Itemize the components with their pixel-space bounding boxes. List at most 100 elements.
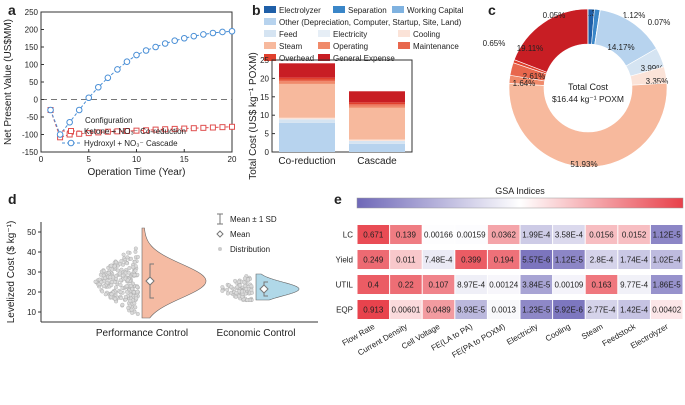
colorbar — [356, 197, 684, 209]
distribution-point — [133, 268, 138, 273]
distribution-point — [129, 307, 134, 312]
legend-label: Overhead — [279, 54, 314, 63]
distribution-point — [229, 284, 234, 289]
distribution-point — [127, 266, 132, 270]
data-point-circle — [56, 131, 64, 138]
cell-value: 1.23E-5 — [522, 306, 551, 315]
x-axis-label: Operation Time (Year) — [87, 167, 185, 178]
data-point-circle — [190, 32, 198, 40]
data-point-square — [229, 123, 235, 130]
distribution-point — [99, 280, 104, 284]
data-point-circle — [123, 58, 131, 66]
heatmap-cell — [390, 275, 422, 294]
bar-segment — [279, 122, 335, 152]
distribution-point — [125, 255, 130, 260]
heatmap-cell — [553, 225, 585, 244]
distribution-point — [242, 280, 247, 285]
y-tick-label: 50 — [29, 78, 38, 87]
y-tick-label: 150 — [25, 43, 39, 52]
data-point-square — [152, 126, 159, 133]
distribution-point — [101, 284, 106, 289]
distribution-point — [103, 275, 108, 280]
distribution-point — [135, 255, 140, 259]
heatmap-cell — [357, 275, 390, 294]
x-tick-label: 0 — [39, 155, 44, 164]
bar-segment — [349, 107, 405, 140]
distribution-point — [126, 250, 131, 255]
cell-value: 0.0152 — [622, 231, 647, 240]
cell-value: 0.194 — [494, 256, 515, 265]
cell-value: 0.399 — [461, 256, 482, 265]
legend-label: Other (Depreciation, Computer, Startup, … — [279, 18, 462, 27]
column-label: Cooling — [544, 322, 572, 343]
distribution-point — [242, 276, 247, 281]
data-point-circle — [114, 66, 121, 73]
heatmap-cell — [422, 225, 455, 244]
y-tick-label: 5 — [265, 130, 270, 139]
heatmap-cell — [650, 275, 683, 294]
donut-center-title: Total Cost — [568, 82, 609, 92]
cell-value: 0.0156 — [589, 231, 614, 240]
legend-swatch — [318, 30, 330, 37]
y-axis-label: Levelized Cost ($ kg⁻¹) — [6, 221, 17, 324]
data-point-square — [95, 129, 102, 136]
x-tick-label: 20 — [228, 155, 237, 164]
data-point-circle — [85, 94, 93, 102]
heatmap-cell — [422, 250, 455, 269]
bar-segment — [279, 117, 335, 120]
heatmap-cell — [618, 300, 650, 319]
distribution-point — [246, 277, 251, 282]
data-point-circle — [75, 106, 83, 114]
cell-value: 8.97E-4 — [457, 281, 486, 290]
heatmap-cell — [553, 300, 585, 319]
heatmap-cell — [585, 275, 618, 294]
legend-label: Maintenance — [413, 42, 459, 51]
cell-value: 0.00124 — [489, 281, 518, 290]
heatmap-cell — [390, 300, 422, 319]
heatmap-cell — [455, 250, 487, 269]
distribution-point — [101, 268, 106, 273]
distribution-point — [113, 296, 118, 301]
data-point-square — [114, 128, 121, 135]
y-tick-label: 0 — [265, 148, 270, 157]
distribution-point — [100, 289, 105, 294]
distribution-point — [233, 278, 238, 283]
distribution-point — [113, 285, 118, 290]
distribution-point — [133, 305, 138, 310]
distribution-point — [235, 285, 240, 290]
x-tick-label: 15 — [180, 155, 189, 164]
distribution-point — [225, 291, 230, 296]
cell-value: 0.671 — [363, 231, 384, 240]
row-label: Yield — [336, 256, 354, 265]
distribution-point — [237, 279, 241, 284]
distribution-point — [132, 273, 137, 277]
y-tick-label: 100 — [25, 61, 39, 70]
data-point-square — [219, 124, 226, 131]
distribution-point — [249, 288, 254, 292]
data-point-circle — [228, 27, 236, 35]
distribution-point — [126, 270, 131, 275]
distribution-point — [120, 302, 125, 307]
legend-title: Configuration — [85, 116, 133, 125]
cell-value: 0.00402 — [652, 306, 681, 315]
legend-swatch — [318, 54, 330, 61]
y-tick-label: 250 — [25, 8, 39, 17]
colorbar-title: GSA Indices — [495, 186, 545, 196]
distribution-point — [119, 296, 124, 300]
slice-label: 0.65% — [483, 39, 506, 48]
legend-mean-symbol — [216, 230, 224, 238]
category-label: Co-reduction — [278, 156, 335, 167]
heatmap-cell — [520, 225, 553, 244]
slice-label: 0.05% — [543, 11, 566, 20]
heatmap-cell — [487, 300, 520, 319]
distribution-point — [108, 275, 113, 280]
slice-label: 3.99% — [641, 64, 664, 73]
legend-label: Feed — [279, 30, 297, 39]
column-label: Electrolyzer — [629, 322, 670, 351]
y-axis-label: Total Cost (US$ kg⁻¹ POXM) — [248, 52, 259, 180]
data-point-circle — [200, 31, 207, 38]
bar-segment — [279, 83, 335, 118]
slice-label: 1.12% — [623, 11, 646, 20]
x-tick-label: 10 — [132, 155, 141, 164]
row-label: EQP — [336, 306, 353, 315]
